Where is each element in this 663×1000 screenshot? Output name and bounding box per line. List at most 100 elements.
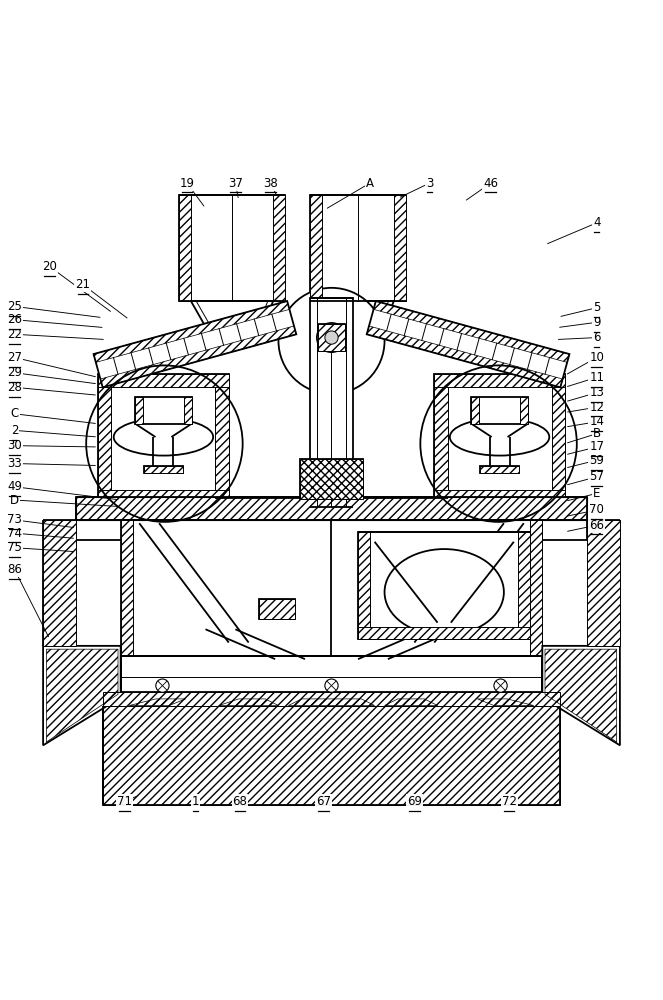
Text: 49: 49 [7, 480, 22, 493]
Text: 30: 30 [7, 439, 22, 452]
Bar [215, 374, 229, 503]
Bar [98, 374, 229, 387]
Bar [121, 520, 542, 656]
Text: A: A [366, 177, 374, 190]
Text: 33: 33 [7, 457, 22, 470]
Text: 1: 1 [192, 795, 200, 808]
Bar [179, 195, 191, 301]
Circle shape [278, 288, 385, 394]
Bar [184, 397, 192, 424]
Text: 46: 46 [483, 177, 498, 190]
Polygon shape [477, 699, 534, 706]
Bar [143, 466, 183, 473]
Text: 2: 2 [11, 424, 19, 437]
Circle shape [317, 323, 346, 352]
Text: 28: 28 [7, 381, 22, 394]
Text: 4: 4 [593, 216, 601, 229]
Bar [358, 532, 370, 639]
Text: 20: 20 [42, 260, 57, 273]
Text: 29: 29 [7, 366, 22, 379]
Bar [310, 195, 322, 301]
Text: 66: 66 [589, 519, 604, 532]
Text: 17: 17 [589, 440, 604, 453]
Bar [530, 520, 542, 656]
Bar [76, 497, 587, 520]
Text: D: D [10, 493, 19, 506]
Bar [434, 374, 448, 503]
Text: 3: 3 [426, 177, 434, 190]
Bar [479, 466, 519, 473]
Bar [43, 520, 76, 646]
Circle shape [325, 331, 338, 344]
Text: 38: 38 [263, 177, 278, 190]
Bar [394, 195, 406, 301]
Circle shape [156, 679, 169, 692]
Bar [587, 520, 620, 646]
Bar [310, 195, 406, 301]
Bar [518, 532, 530, 639]
Text: 9: 9 [593, 316, 601, 329]
Text: 13: 13 [589, 386, 604, 399]
Polygon shape [93, 301, 296, 387]
Bar [479, 466, 519, 473]
Text: 71: 71 [117, 795, 132, 808]
Bar [98, 374, 111, 503]
Polygon shape [43, 646, 121, 745]
Text: 75: 75 [7, 541, 22, 554]
Text: 69: 69 [407, 795, 422, 808]
Bar [103, 706, 560, 805]
Bar [520, 397, 528, 424]
Polygon shape [129, 699, 186, 706]
Bar [121, 520, 133, 656]
Circle shape [325, 679, 338, 692]
Text: 19: 19 [180, 177, 194, 190]
Bar [259, 599, 295, 619]
Bar [135, 397, 143, 424]
Ellipse shape [450, 418, 549, 456]
Bar [121, 656, 542, 699]
Circle shape [494, 679, 507, 692]
Text: 27: 27 [7, 351, 22, 364]
Text: 86: 86 [7, 563, 22, 576]
Bar [318, 324, 345, 351]
Bar [135, 397, 192, 424]
Bar [318, 324, 345, 351]
Text: 22: 22 [7, 328, 22, 341]
Bar [358, 532, 530, 639]
Text: 67: 67 [316, 795, 331, 808]
Bar [98, 374, 229, 503]
Polygon shape [367, 301, 570, 387]
Bar [259, 599, 295, 619]
Text: 57: 57 [589, 470, 604, 483]
Polygon shape [385, 699, 438, 706]
Text: 11: 11 [589, 371, 604, 384]
Bar [179, 195, 285, 301]
Text: 6: 6 [593, 331, 601, 344]
Text: 21: 21 [76, 278, 90, 291]
Bar [434, 374, 565, 387]
Bar [434, 490, 565, 503]
Polygon shape [542, 646, 620, 745]
Bar [103, 692, 560, 706]
Bar [103, 706, 560, 805]
Text: 37: 37 [228, 177, 243, 190]
Bar [143, 466, 183, 473]
Text: 59: 59 [589, 454, 604, 467]
Bar [76, 497, 587, 520]
Text: 12: 12 [589, 401, 604, 414]
Bar [358, 627, 530, 639]
Text: 72: 72 [502, 795, 516, 808]
Text: E: E [593, 487, 601, 500]
Bar [103, 692, 560, 706]
Bar [300, 459, 363, 499]
Text: 68: 68 [233, 795, 247, 808]
Text: 14: 14 [589, 415, 604, 428]
Bar [300, 459, 363, 499]
Polygon shape [219, 699, 278, 706]
Bar [471, 397, 528, 424]
Text: B: B [593, 427, 601, 440]
Text: 26: 26 [7, 313, 22, 326]
Text: C: C [11, 407, 19, 420]
Text: 25: 25 [7, 300, 22, 313]
Text: 73: 73 [7, 513, 22, 526]
